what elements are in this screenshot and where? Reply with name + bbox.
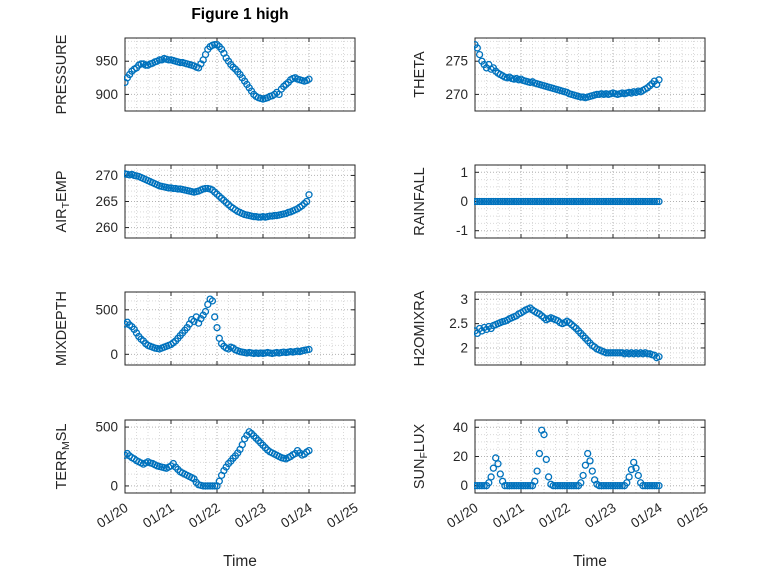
grid	[475, 292, 705, 365]
svg-text:01/23: 01/23	[232, 500, 269, 531]
svg-text:0: 0	[460, 478, 468, 493]
grid	[475, 165, 705, 238]
svg-text:270: 270	[445, 87, 468, 102]
svg-text:275: 275	[445, 54, 468, 69]
axes-box	[124, 291, 356, 366]
svg-text:0: 0	[110, 478, 118, 493]
svg-text:01/20: 01/20	[444, 500, 481, 531]
svg-text:500: 500	[95, 302, 118, 317]
svg-text:-1: -1	[456, 223, 468, 238]
tick-marks	[124, 292, 356, 365]
svg-text:01/24: 01/24	[278, 500, 315, 531]
series-air-temp	[124, 170, 313, 221]
tick-marks	[124, 420, 356, 493]
subplot-rainfall: -1 0 1 RAINFALL	[412, 164, 706, 239]
series-h2omixra	[474, 304, 663, 362]
ylabel-mixdepth: MIXDEPTH	[54, 291, 70, 366]
ytick-labels: 260 265 270	[95, 168, 118, 235]
svg-text:01/21: 01/21	[140, 500, 177, 531]
svg-text:01/23: 01/23	[582, 500, 619, 531]
svg-text:900: 900	[95, 87, 118, 102]
ytick-labels: 0 500	[95, 420, 118, 494]
xlabel-right: Time	[573, 553, 607, 570]
tick-marks	[474, 292, 706, 365]
series-theta	[474, 40, 663, 102]
svg-text:500: 500	[95, 420, 118, 435]
svg-text:20: 20	[453, 449, 468, 464]
ytick-labels: 900 950	[95, 54, 118, 102]
ytick-labels: -1 0 1	[456, 165, 468, 238]
subplot-mixdepth: 0 500 MIXDEPTH	[54, 291, 356, 366]
tick-marks	[124, 165, 356, 238]
ytick-labels: 0 20 40	[453, 420, 468, 493]
xlabel-left: Time	[223, 553, 257, 570]
svg-text:0: 0	[460, 194, 468, 209]
axes-box	[474, 37, 706, 112]
ylabel-sun-flux: SUNFLUX	[412, 424, 430, 490]
grid	[125, 420, 355, 493]
series-sun-flux	[474, 426, 663, 490]
ytick-labels: 0 500	[95, 302, 118, 362]
svg-text:3: 3	[460, 292, 468, 307]
svg-text:01/20: 01/20	[94, 500, 131, 531]
svg-text:950: 950	[95, 54, 118, 69]
svg-text:01/25: 01/25	[324, 500, 361, 531]
ylabel-rainfall: RAINFALL	[412, 167, 428, 236]
svg-text:2: 2	[460, 340, 468, 355]
svg-text:01/21: 01/21	[490, 500, 527, 531]
series-mixdepth	[124, 295, 313, 358]
svg-text:01/24: 01/24	[628, 500, 665, 531]
xtick-labels: 01/20 01/21 01/22 01/23 01/24 01/25	[94, 500, 361, 531]
ytick-labels: 22.53	[449, 292, 468, 356]
svg-text:01/22: 01/22	[536, 500, 573, 531]
ytick-labels: 270 275	[445, 54, 468, 102]
figure-title: Figure 1 high	[191, 6, 289, 23]
svg-text:265: 265	[95, 194, 118, 209]
ylabel-terr-msl: TERRMSL	[54, 424, 72, 490]
axes-box	[124, 37, 356, 112]
tick-marks	[124, 38, 356, 111]
subplot-air-temp: 260 265 270 AIRTEMP	[54, 164, 356, 239]
subplot-terr-msl: 0 500 01/20 01/21 01/22 01/23 01/24 01/25 TERRMS…	[54, 419, 361, 531]
svg-text:0: 0	[110, 347, 118, 362]
series-rainfall	[474, 197, 663, 206]
subplot-theta: 270 275 THETA	[412, 37, 706, 112]
svg-text:01/25: 01/25	[674, 500, 711, 531]
grid	[475, 420, 705, 493]
xtick-labels: 01/20 01/21 01/22 01/23 01/24 01/25	[444, 500, 711, 531]
series-pressure	[124, 40, 313, 103]
axes-box	[124, 419, 356, 494]
series-terr-msl	[124, 428, 313, 490]
grid	[475, 38, 705, 111]
ylabel-pressure: PRESSURE	[54, 34, 70, 114]
svg-text:2.5: 2.5	[449, 316, 468, 331]
svg-text:1: 1	[460, 165, 468, 180]
svg-text:40: 40	[453, 420, 468, 435]
svg-text:270: 270	[95, 168, 118, 183]
subplot-sun-flux: 0 20 40 01/20 01/21 01/22 01/23 01/24 01/25 SUNFL…	[412, 419, 711, 531]
subplot-pressure: 900 950 PRESSURE	[54, 34, 356, 114]
svg-text:260: 260	[95, 220, 118, 235]
tick-marks	[474, 165, 706, 238]
grid	[125, 165, 355, 238]
ylabel-air-temp: AIRTEMP	[54, 170, 72, 232]
ylabel-theta: THETA	[412, 51, 428, 98]
svg-text:01/22: 01/22	[186, 500, 223, 531]
ylabel-h2omixra: H2OMIXRA	[412, 290, 428, 366]
